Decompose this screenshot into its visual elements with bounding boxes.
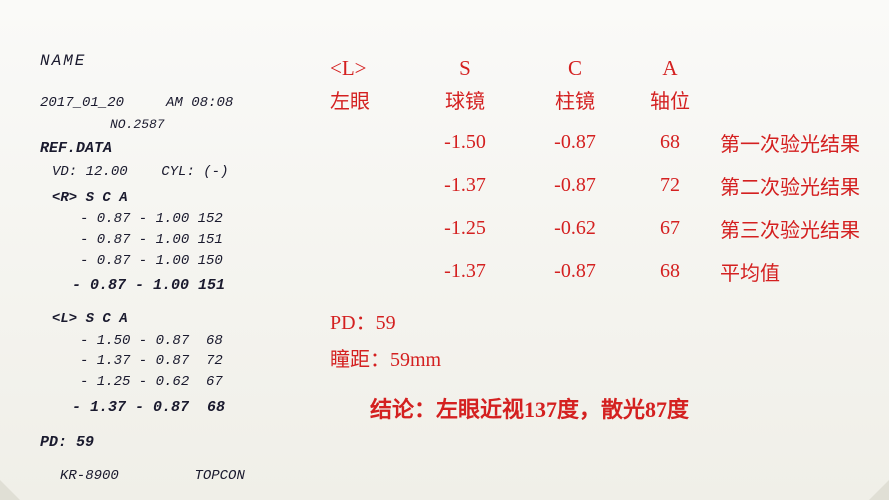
r4-a: 68 — [630, 260, 710, 283]
annotation-conclusion: 结论：左眼近视137度，散光87度 — [370, 392, 870, 424]
annotation-row-2: -1.37 -0.87 72 第二次验光结果 — [330, 171, 870, 200]
r1-a: 68 — [630, 131, 710, 154]
l-avg-row: - 1.37 - 0.87 68 — [72, 397, 300, 418]
vd-value: 12.00 — [86, 164, 128, 180]
corner-left-icon — [0, 480, 20, 500]
r2-a: 72 — [630, 174, 710, 197]
pd-value: 59 — [76, 434, 94, 451]
r2-s: -1.37 — [410, 174, 520, 197]
vd-cyl-line: VD: 12.00 CYL: (-) — [52, 163, 300, 183]
col-a-cn: 轴位 — [630, 85, 710, 114]
col-c-en: C — [520, 56, 630, 81]
vd-label: VD: — [52, 164, 77, 180]
annotation-row-3: -1.25 -0.62 67 第三次验光结果 — [330, 214, 870, 243]
bottom-decoration — [0, 470, 889, 500]
col-l-en: <L> — [330, 56, 410, 81]
annotation-pd: PD：59 — [330, 306, 870, 335]
r3-a: 67 — [630, 217, 710, 240]
r3-s: -1.25 — [410, 217, 520, 240]
col-l-cn: 左眼 — [330, 85, 410, 114]
l-row-2: - 1.37 - 0.87 72 — [80, 352, 300, 372]
r4-c: -0.87 — [520, 260, 630, 283]
r1-note: 第一次验光结果 — [710, 128, 870, 157]
time-value: AM 08:08 — [166, 95, 233, 111]
pd-line: PD: 59 — [40, 432, 300, 453]
r-row-2: - 0.87 - 1.00 151 — [80, 231, 300, 251]
r4-s: -1.37 — [410, 260, 520, 283]
right-eye-header: <R> S C A — [52, 189, 300, 209]
r-row-1: - 0.87 - 1.00 152 — [80, 210, 300, 230]
r-row-3: - 0.87 - 1.00 150 — [80, 252, 300, 272]
col-s-en: S — [410, 56, 520, 81]
annotation-row-1: -1.50 -0.87 68 第一次验光结果 — [330, 128, 870, 157]
cyl-label: CYL: — [161, 164, 195, 180]
left-eye-header: <L> S C A — [52, 310, 300, 330]
ref-data-label: REF.DATA — [40, 138, 300, 159]
name-label: NAME — [40, 50, 300, 72]
annotation-row-avg: -1.37 -0.87 68 平均值 — [330, 257, 870, 286]
col-s-cn: 球镜 — [410, 85, 520, 114]
r2-c: -0.87 — [520, 174, 630, 197]
date-time-line: 2017_01_20 AM 08:08 — [40, 94, 300, 114]
receipt-printout: NAME 2017_01_20 AM 08:08 NO.2587 REF.DAT… — [40, 50, 300, 486]
r2-note: 第二次验光结果 — [710, 171, 870, 200]
r4-note: 平均值 — [710, 257, 870, 286]
annotation-header-en: <L> S C A — [330, 56, 870, 81]
annotation-panel: <L> S C A 左眼 球镜 柱镜 轴位 -1.50 -0.87 68 第一次… — [330, 56, 870, 424]
pd-label: PD: — [40, 434, 67, 451]
l-row-1: - 1.50 - 0.87 68 — [80, 332, 300, 352]
col-a-en: A — [630, 56, 710, 81]
r1-c: -0.87 — [520, 131, 630, 154]
r1-s: -1.50 — [410, 131, 520, 154]
col-c-cn: 柱镜 — [520, 85, 630, 114]
date-value: 2017_01_20 — [40, 95, 124, 111]
l-row-3: - 1.25 - 0.62 67 — [80, 373, 300, 393]
cyl-value: (-) — [203, 164, 228, 180]
r3-c: -0.62 — [520, 217, 630, 240]
corner-right-icon — [869, 480, 889, 500]
receipt-no: NO.2587 — [110, 116, 300, 134]
annotation-header-cn: 左眼 球镜 柱镜 轴位 — [330, 85, 870, 114]
r-avg-row: - 0.87 - 1.00 151 — [72, 275, 300, 296]
r3-note: 第三次验光结果 — [710, 214, 870, 243]
annotation-tongju: 瞳距：59mm — [330, 343, 870, 372]
